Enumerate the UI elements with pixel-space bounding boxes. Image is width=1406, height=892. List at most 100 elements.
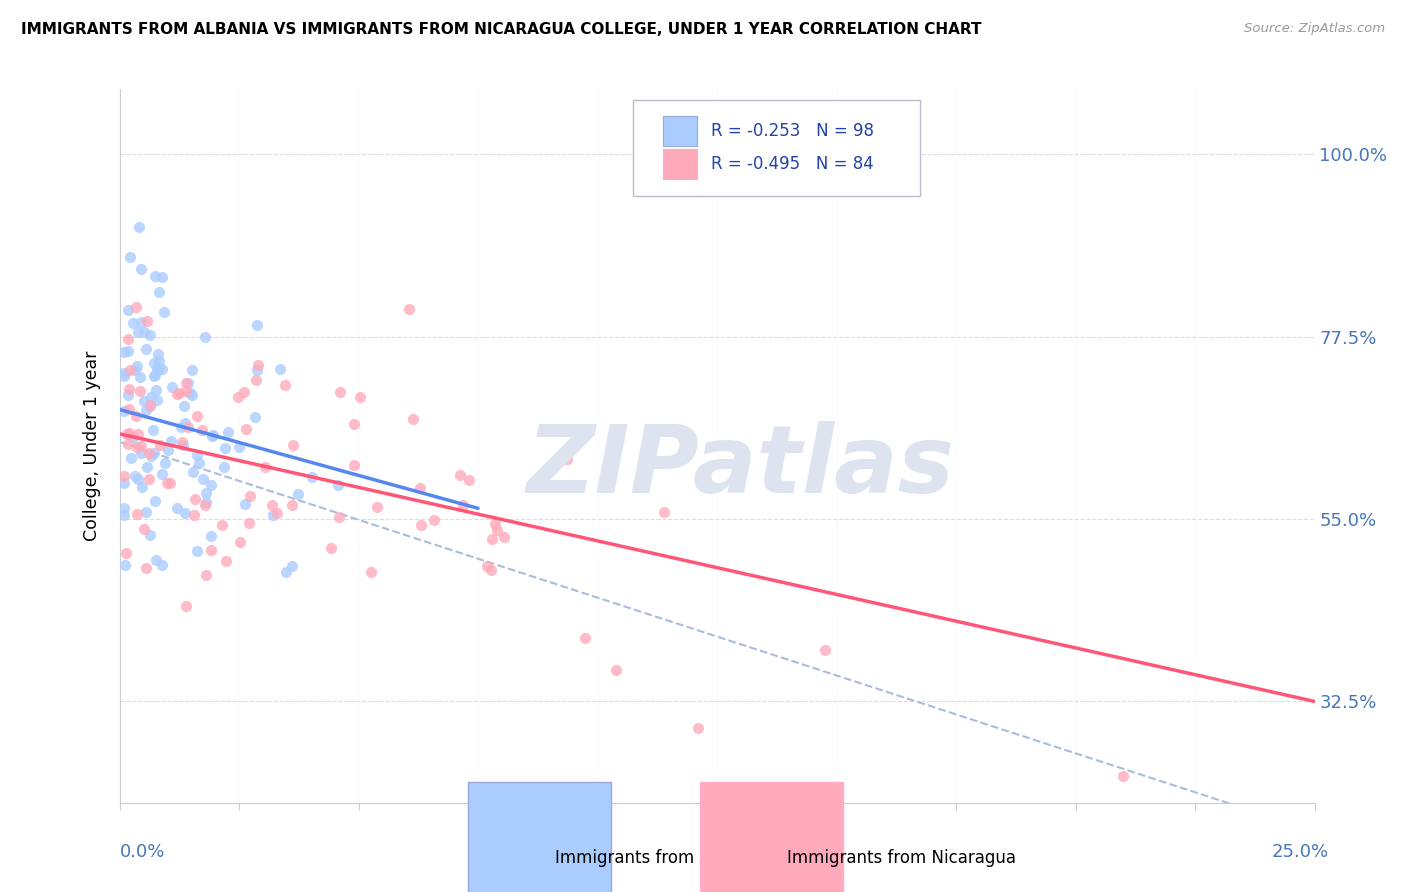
- Point: [118, 363, 141, 377]
- Point: [160, 434, 183, 448]
- Point: [328, 478, 350, 492]
- Point: [183, 492, 205, 507]
- Text: Source: ZipAtlas.com: Source: ZipAtlas.com: [1244, 22, 1385, 36]
- Point: [814, 643, 837, 657]
- Point: [127, 359, 149, 373]
- Point: [122, 430, 145, 444]
- Point: [194, 330, 217, 344]
- Point: [170, 434, 193, 449]
- Point: [138, 446, 160, 460]
- Point: [135, 505, 157, 519]
- Point: [112, 500, 135, 515]
- Point: [112, 369, 135, 384]
- Point: [139, 449, 162, 463]
- Point: [481, 533, 503, 547]
- Point: [494, 530, 516, 544]
- Point: [150, 270, 173, 285]
- Point: [329, 384, 352, 399]
- Point: [145, 384, 167, 398]
- Point: [145, 362, 167, 376]
- Bar: [664, 149, 697, 179]
- Point: [233, 497, 256, 511]
- Point: [1112, 769, 1135, 783]
- Point: [170, 420, 193, 434]
- Point: [146, 346, 169, 360]
- Text: ZIPatlas: ZIPatlas: [527, 421, 955, 514]
- Point: [686, 721, 709, 735]
- Point: [134, 394, 156, 409]
- Bar: [664, 116, 697, 145]
- Point: [245, 410, 267, 425]
- Point: [117, 437, 139, 451]
- Point: [262, 508, 284, 522]
- Point: [148, 362, 170, 376]
- Point: [128, 220, 150, 235]
- Point: [118, 250, 141, 264]
- Text: Immigrants from Nicaragua: Immigrants from Nicaragua: [787, 849, 1017, 867]
- Point: [135, 342, 157, 356]
- Point: [118, 382, 141, 396]
- Point: [343, 417, 366, 432]
- Y-axis label: College, Under 1 year: College, Under 1 year: [83, 351, 101, 541]
- Point: [131, 479, 153, 493]
- Point: [458, 473, 481, 487]
- Point: [150, 558, 173, 572]
- Point: [194, 498, 217, 512]
- Point: [195, 495, 218, 509]
- Point: [605, 663, 627, 677]
- Point: [181, 363, 204, 377]
- Point: [153, 304, 176, 318]
- Point: [481, 563, 503, 577]
- FancyBboxPatch shape: [633, 100, 920, 196]
- Point: [173, 416, 195, 430]
- Point: [155, 475, 177, 490]
- Point: [127, 472, 149, 486]
- Point: [186, 409, 208, 423]
- Point: [139, 328, 162, 343]
- Point: [402, 412, 425, 426]
- Point: [262, 499, 284, 513]
- Point: [112, 404, 135, 418]
- Point: [266, 506, 288, 520]
- Point: [200, 543, 222, 558]
- Point: [167, 385, 190, 400]
- Point: [129, 439, 152, 453]
- Point: [124, 363, 146, 377]
- Point: [574, 632, 596, 646]
- Point: [269, 362, 291, 376]
- Point: [117, 343, 139, 358]
- Text: 25.0%: 25.0%: [1271, 843, 1329, 861]
- Point: [125, 507, 148, 521]
- Text: IMMIGRANTS FROM ALBANIA VS IMMIGRANTS FROM NICARAGUA COLLEGE, UNDER 1 YEAR CORRE: IMMIGRANTS FROM ALBANIA VS IMMIGRANTS FR…: [21, 22, 981, 37]
- Point: [117, 332, 139, 346]
- Point: [211, 518, 233, 533]
- Point: [174, 599, 197, 614]
- Point: [181, 465, 204, 479]
- Point: [246, 318, 269, 332]
- Point: [117, 425, 139, 440]
- Point: [366, 500, 388, 514]
- Point: [132, 522, 155, 536]
- Point: [142, 423, 165, 437]
- Point: [153, 456, 176, 470]
- Point: [139, 527, 162, 541]
- Point: [143, 268, 166, 283]
- Point: [148, 285, 170, 299]
- Point: [112, 469, 135, 483]
- Point: [280, 559, 302, 574]
- Point: [201, 428, 224, 442]
- Point: [160, 380, 183, 394]
- Point: [200, 529, 222, 543]
- Point: [183, 508, 205, 522]
- Point: [245, 373, 267, 387]
- Point: [129, 370, 152, 384]
- Point: [112, 366, 135, 380]
- Point: [193, 472, 215, 486]
- Point: [135, 560, 157, 574]
- Point: [177, 376, 200, 390]
- Point: [143, 355, 166, 369]
- Point: [194, 486, 217, 500]
- Point: [117, 388, 139, 402]
- Point: [143, 494, 166, 508]
- Point: [112, 508, 135, 522]
